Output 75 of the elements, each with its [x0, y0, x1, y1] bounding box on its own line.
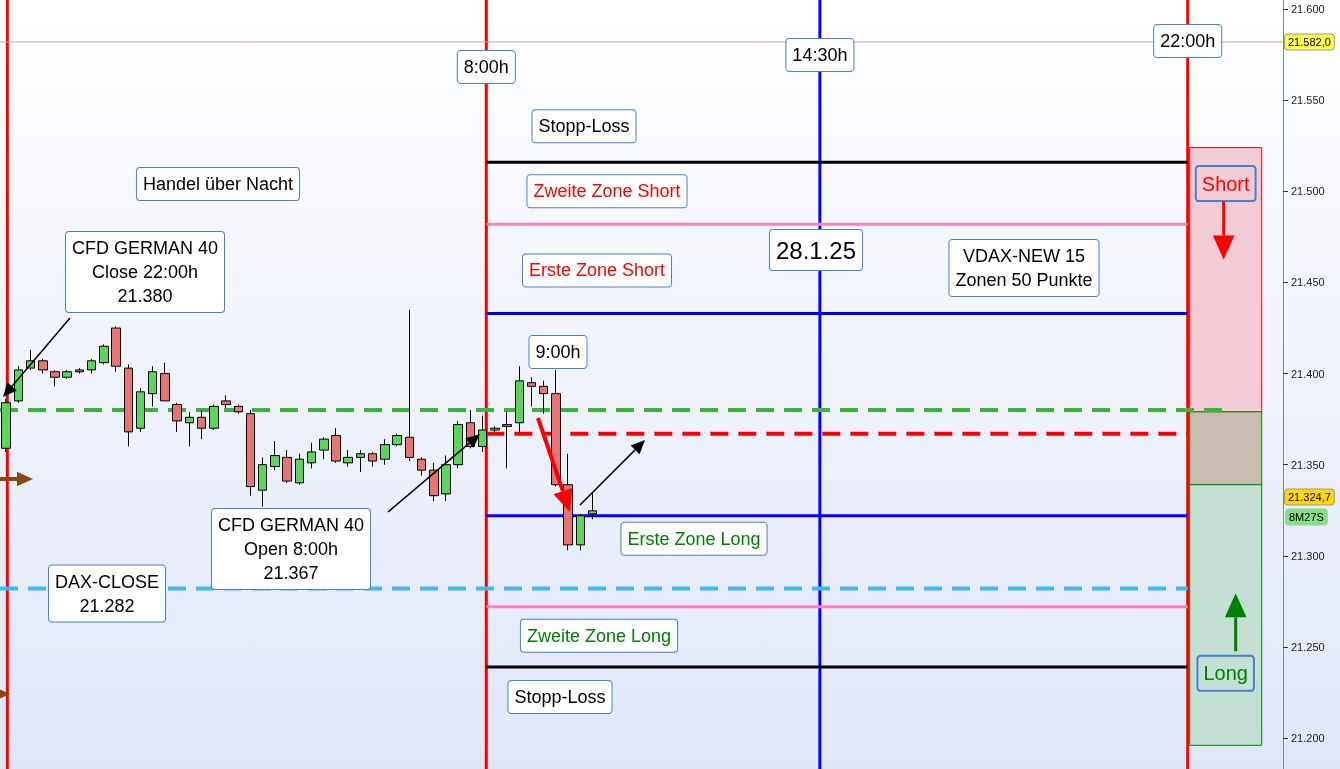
candlestick	[136, 387, 145, 433]
candlestick	[14, 365, 23, 404]
candlestick	[234, 404, 243, 415]
y-tick-label: 21.250	[1291, 640, 1325, 653]
annotation: CFD GERMAN 40 Close 22:00h 21.380	[71, 238, 219, 306]
candlestick	[331, 427, 341, 464]
ref-line-label: DAX-CLOSE 21.282	[54, 571, 160, 616]
candlestick	[75, 367, 84, 375]
candlestick	[576, 513, 585, 551]
candlestick	[124, 363, 133, 447]
candlestick	[148, 365, 157, 407]
candlestick	[392, 433, 402, 447]
candlestick	[515, 365, 524, 433]
candlestick	[441, 455, 451, 502]
candlestick	[453, 420, 463, 469]
candlestick	[258, 456, 267, 508]
y-tick-label: 21.200	[1291, 732, 1325, 745]
candlestick	[50, 369, 60, 387]
ref-line-label: 21.582,0	[1288, 35, 1331, 48]
text: 8M27S	[1289, 511, 1324, 523]
y-tick-label: 21.300	[1291, 549, 1325, 562]
annotation: 9:00h	[535, 342, 581, 362]
ref-line-label: Stopp-Loss	[538, 116, 630, 137]
candlestick	[502, 411, 512, 469]
candlestick	[307, 442, 316, 469]
candlestick	[270, 440, 280, 471]
annotation: CFD GERMAN 40 Open 8:00h 21.367	[217, 515, 365, 583]
candlestick	[62, 369, 72, 380]
candlestick	[429, 462, 439, 502]
candlestick	[588, 491, 597, 520]
candlestick	[295, 453, 304, 486]
ref-line-label: Stopp-Loss	[514, 686, 606, 707]
ref-line-label: Erste Zone Long	[627, 528, 761, 549]
ref-line-label: Zweite Zone Short	[533, 181, 681, 202]
candlestick	[539, 380, 548, 415]
candlestick	[405, 309, 414, 462]
candlestick	[99, 343, 109, 365]
ref-line-label: Zweite Zone Long	[526, 625, 672, 646]
annotation: 28.1.25	[775, 236, 857, 264]
y-tick-label: 21.400	[1291, 367, 1325, 380]
candlestick	[380, 438, 390, 466]
annotation: Handel über Nacht	[142, 174, 294, 194]
y-tick-label: 21.450	[1291, 276, 1325, 289]
text: 8:00h	[463, 57, 509, 77]
candlestick	[527, 376, 536, 407]
candlestick	[221, 394, 231, 409]
candlestick	[87, 358, 96, 375]
candlestick	[343, 449, 353, 467]
candlestick	[356, 449, 365, 473]
candlestick	[417, 456, 426, 477]
ref-line-label: Erste Zone Short	[528, 260, 666, 281]
candlestick	[160, 362, 170, 402]
text: 21.324,7	[1288, 491, 1331, 503]
band-label: Long	[1203, 662, 1248, 685]
y-tick-label: 21.600	[1291, 3, 1325, 16]
candlestick	[111, 325, 121, 373]
text: 14:30h	[792, 45, 848, 65]
candlestick	[38, 358, 48, 375]
candlestick	[490, 425, 500, 433]
candlestick	[1, 398, 11, 453]
candlestick	[172, 402, 182, 433]
y-tick-label: 21.350	[1291, 458, 1325, 471]
candlestick	[282, 449, 292, 484]
candlestick	[185, 411, 194, 447]
annotation: VDAX-NEW 15 Zonen 50 Punkte	[955, 246, 1093, 290]
candlestick	[246, 409, 255, 497]
candlestick	[209, 404, 219, 431]
candlestick	[197, 409, 206, 440]
text: 22:00h	[1160, 31, 1216, 51]
band-label: Short	[1201, 172, 1251, 195]
y-tick-label: 21.550	[1291, 94, 1325, 107]
y-tick-label: 21.500	[1291, 185, 1325, 198]
candlestick	[478, 414, 487, 453]
candlestick	[368, 451, 377, 467]
candlestick	[319, 436, 329, 460]
